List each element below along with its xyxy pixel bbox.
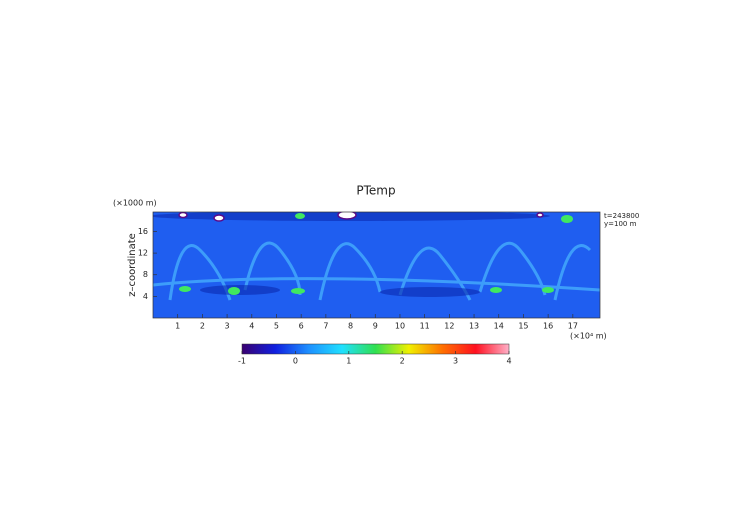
y-tick-label: 4 bbox=[143, 292, 148, 301]
x-tick-label: 2 bbox=[200, 322, 205, 331]
x-tick-label: 16 bbox=[543, 322, 553, 331]
chart-title: PTemp bbox=[356, 184, 395, 198]
x-tick-label: 8 bbox=[348, 322, 353, 331]
colorbar-tick-label: 2 bbox=[400, 357, 405, 366]
x-tick-label: 5 bbox=[274, 322, 279, 331]
x-tick-label: 4 bbox=[249, 322, 254, 331]
plot-frame bbox=[152, 211, 601, 319]
y-tick-label: 12 bbox=[138, 249, 148, 258]
y-tick-label: 8 bbox=[143, 270, 148, 279]
colorbar-tick-label: 1 bbox=[346, 357, 351, 366]
colorbar-tick-label: 3 bbox=[453, 357, 458, 366]
x-tick-label: 15 bbox=[518, 322, 528, 331]
colorbar-tick-label: 0 bbox=[293, 357, 298, 366]
y-tick-label: 16 bbox=[138, 227, 148, 236]
annotation: y=100 m bbox=[604, 220, 637, 228]
y-axis-label: z–coordinate bbox=[127, 233, 138, 297]
field bbox=[153, 212, 600, 318]
x-tick-label: 12 bbox=[444, 322, 454, 331]
x-tick-label: 3 bbox=[225, 322, 230, 331]
colorbar-tick-label: 4 bbox=[506, 357, 511, 366]
x-tick-label: 17 bbox=[568, 322, 578, 331]
x-tick-label: 6 bbox=[299, 322, 304, 331]
colorbar-tick-label: -1 bbox=[238, 357, 246, 366]
x-tick-label: 10 bbox=[395, 322, 405, 331]
x-axis-label: (×10⁴ m) bbox=[570, 332, 607, 341]
annotation: t=243800 bbox=[604, 212, 639, 220]
x-tick-label: 1 bbox=[175, 322, 180, 331]
x-tick-label: 14 bbox=[494, 322, 504, 331]
x-tick-label: 11 bbox=[420, 322, 430, 331]
colorbar bbox=[241, 343, 510, 355]
y-axis-unit: (×1000 m) bbox=[113, 199, 157, 208]
x-tick-label: 7 bbox=[323, 322, 328, 331]
x-tick-label: 13 bbox=[469, 322, 479, 331]
x-tick-label: 9 bbox=[373, 322, 378, 331]
